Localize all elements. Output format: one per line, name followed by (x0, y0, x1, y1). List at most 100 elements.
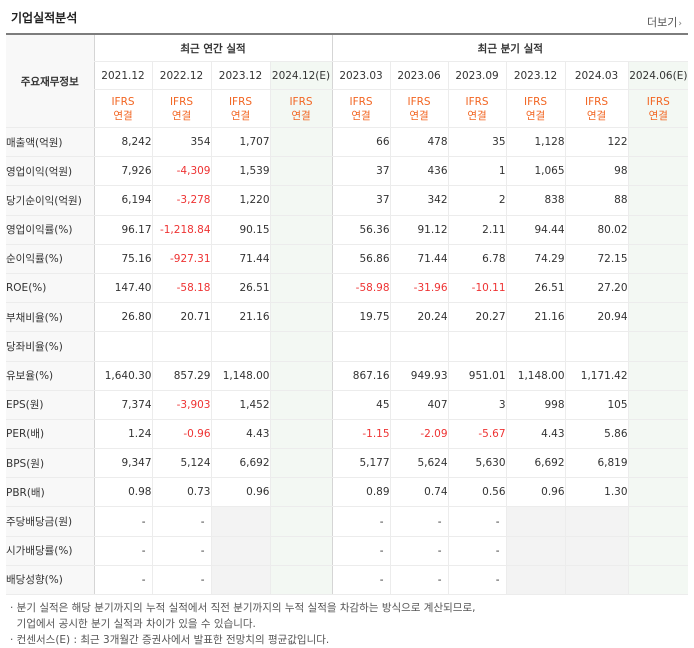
value-cell (269, 361, 333, 391)
value-cell: 2 (447, 185, 507, 216)
value-cell (627, 156, 689, 187)
value-cell (627, 390, 689, 420)
value-cell: 407 (389, 390, 449, 420)
table-row: ROE(%) 147.40 -58.18 26.51 -58.98 -31.96 -10.1… (6, 273, 689, 304)
value-cell: - (151, 565, 211, 596)
table-row: 영업이익(억원) 7,926 -4,309 1,539 37 436 1 1,065 98 (6, 156, 689, 187)
table-row: 당기순이익(억원) 6,194 -3,278 1,220 37 342 2 838 88 (6, 185, 689, 216)
value-cell: 66 (331, 126, 391, 158)
table-row: 주당배당금(원) - - - - - (6, 506, 689, 537)
value-cell (210, 565, 270, 596)
value-cell (93, 331, 152, 362)
value-cell (627, 565, 689, 596)
value-cell (331, 331, 391, 362)
ifrs-label: IFRS 연결 (269, 89, 333, 128)
value-cell: 1,640.30 (93, 361, 152, 391)
ifrs-top: IFRS (465, 95, 489, 108)
value-cell: 7,374 (93, 390, 152, 420)
value-cell: 4.43 (505, 419, 566, 450)
row-label: 부채비율(%) (6, 302, 94, 333)
section-title: 기업실적분석 (11, 11, 78, 25)
row-label: 주당배당금(원) (6, 506, 94, 537)
value-cell: - (389, 565, 449, 596)
value-cell: 20.27 (447, 302, 507, 333)
value-cell (627, 419, 689, 450)
value-cell: 7,926 (93, 156, 152, 187)
value-cell: - (389, 536, 449, 566)
value-cell: 71.44 (389, 244, 449, 274)
financial-table: 주요재무정보 최근 연간 실적 최근 분기 실적 2021.12 2022.12 2… (6, 33, 689, 596)
value-cell: 3 (447, 390, 507, 420)
value-cell: 91.12 (389, 214, 449, 245)
row-label: 유보율(%) (6, 361, 94, 391)
ifrs-label: IFRS 연결 (505, 89, 566, 128)
value-cell: 0.74 (389, 477, 449, 508)
ifrs-bottom: 연결 (113, 109, 133, 122)
value-cell: -58.98 (331, 273, 391, 304)
value-cell (627, 185, 689, 216)
more-link[interactable]: 더보기› (647, 14, 682, 30)
value-cell: 5,624 (389, 448, 449, 479)
value-cell: 27.20 (564, 273, 629, 304)
value-cell: 5.86 (564, 419, 629, 450)
value-cell: 4.43 (210, 419, 270, 450)
period-header: 2023.03 (331, 61, 391, 90)
value-cell: -31.96 (389, 273, 449, 304)
value-cell: 8,242 (93, 126, 152, 158)
ifrs-label: IFRS 연결 (331, 89, 391, 128)
ifrs-label: IFRS 연결 (151, 89, 211, 128)
row-label: PBR(배) (6, 477, 94, 508)
value-cell: 20.71 (151, 302, 211, 333)
value-cell: 6,194 (93, 185, 152, 216)
value-cell: - (331, 506, 391, 537)
value-cell: 1,220 (210, 185, 270, 216)
value-cell: -4,309 (151, 156, 211, 187)
value-cell (269, 536, 333, 566)
value-cell (627, 331, 689, 362)
table-row: 당좌비율(%) (6, 331, 689, 362)
value-cell (505, 506, 566, 537)
table-row: 순이익률(%) 75.16 -927.31 71.44 56.86 71.44 6.78 74… (6, 244, 689, 274)
value-cell: 1.24 (93, 419, 152, 450)
table-row: 시가배당률(%) - - - - - (6, 536, 689, 566)
value-cell: 5,177 (331, 448, 391, 479)
value-cell (627, 448, 689, 479)
value-cell: 436 (389, 156, 449, 187)
value-cell: 1,171.42 (564, 361, 629, 391)
value-cell: 5,124 (151, 448, 211, 479)
value-cell: 838 (505, 185, 566, 216)
ifrs-top: IFRS (169, 95, 194, 108)
value-cell: 26.51 (210, 273, 270, 304)
value-cell: 1 (447, 156, 507, 187)
period-header: 2023.06 (389, 61, 449, 90)
period-header: 2023.09 (447, 61, 507, 90)
row-label: EPS(원) (6, 390, 94, 420)
value-cell (505, 331, 566, 362)
value-cell: 74.29 (505, 244, 566, 274)
value-cell: 6,692 (505, 448, 566, 479)
value-cell: -927.31 (151, 244, 211, 274)
value-cell (210, 506, 270, 537)
value-cell: -3,278 (151, 185, 211, 216)
ifrs-bottom: 연결 (409, 109, 429, 122)
row-label: 당좌비율(%) (6, 331, 94, 362)
ifrs-label: IFRS 연결 (627, 89, 689, 128)
value-cell: 1,452 (210, 390, 270, 420)
value-cell (627, 361, 689, 391)
row-label: 배당성향(%) (6, 565, 94, 596)
value-cell (269, 156, 333, 187)
ifrs-top: IFRS (646, 95, 670, 108)
value-cell (269, 419, 333, 450)
value-cell (269, 448, 333, 479)
value-cell (210, 536, 270, 566)
chevron-right-icon: › (678, 19, 682, 29)
table-row: PBR(배) 0.98 0.73 0.96 0.89 0.74 0.56 0.96 1.30 (6, 477, 689, 508)
value-cell: - (93, 536, 152, 566)
value-cell: 37 (331, 185, 391, 216)
value-cell: 26.51 (505, 273, 566, 304)
ifrs-bottom: 연결 (171, 109, 192, 122)
ifrs-top: IFRS (111, 95, 135, 108)
value-cell: 6.78 (447, 244, 507, 274)
value-cell: 0.96 (210, 477, 270, 508)
